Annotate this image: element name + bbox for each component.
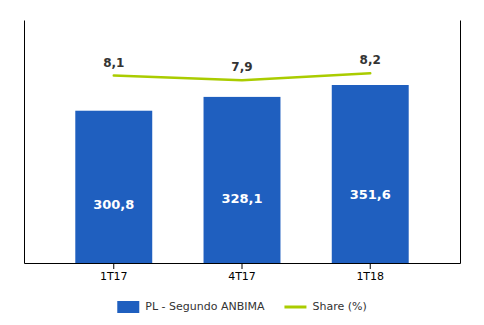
x-tick: 1T17 xyxy=(100,263,128,283)
line-label: 7,9 xyxy=(231,60,252,74)
data-labels: 300,8 328,1 351,6 8,1 7,9 8,2 xyxy=(93,53,391,211)
y2-axis xyxy=(460,21,461,264)
bar xyxy=(332,85,409,263)
legend: PL - Segundo ANBIMA Share (%) xyxy=(117,300,366,313)
x-tick: 4T17 xyxy=(228,263,256,283)
line-label: 8,1 xyxy=(103,56,124,70)
y-axis-line xyxy=(24,21,25,264)
x-tick-mark xyxy=(370,263,371,269)
legend-label: Share (%) xyxy=(312,300,366,313)
x-tick-label: 4T17 xyxy=(228,270,256,283)
plot: 1T17 4T17 1T18 300,8 328,1 351,6 8,1 7,9 8,2 xyxy=(25,21,461,283)
x-tick-mark xyxy=(113,263,114,269)
x-tick: 1T18 xyxy=(356,263,384,283)
y2-axis-line xyxy=(460,21,461,264)
legend-swatch xyxy=(284,306,306,309)
bar-label: 300,8 xyxy=(93,197,134,212)
x-tick-label: 1T18 xyxy=(356,270,384,283)
x-axis: 1T17 4T17 1T18 xyxy=(25,263,461,283)
line-label: 8,2 xyxy=(360,53,381,67)
bar xyxy=(75,111,152,263)
y-axis xyxy=(24,21,25,264)
bar-label: 328,1 xyxy=(221,191,262,206)
chart: 1T17 4T17 1T18 300,8 328,1 351,6 8,1 7,9 8,2 PL -… xyxy=(0,0,484,325)
bar xyxy=(204,97,281,263)
x-tick-label: 1T17 xyxy=(100,270,128,283)
x-tick-mark xyxy=(242,263,243,269)
marks xyxy=(75,73,408,263)
legend-item: PL - Segundo ANBIMA xyxy=(117,300,265,313)
legend-label: PL - Segundo ANBIMA xyxy=(145,300,265,313)
bar-label: 351,6 xyxy=(350,187,391,202)
legend-item: Share (%) xyxy=(284,300,366,313)
share-line xyxy=(114,73,370,80)
legend-swatch xyxy=(117,301,139,313)
